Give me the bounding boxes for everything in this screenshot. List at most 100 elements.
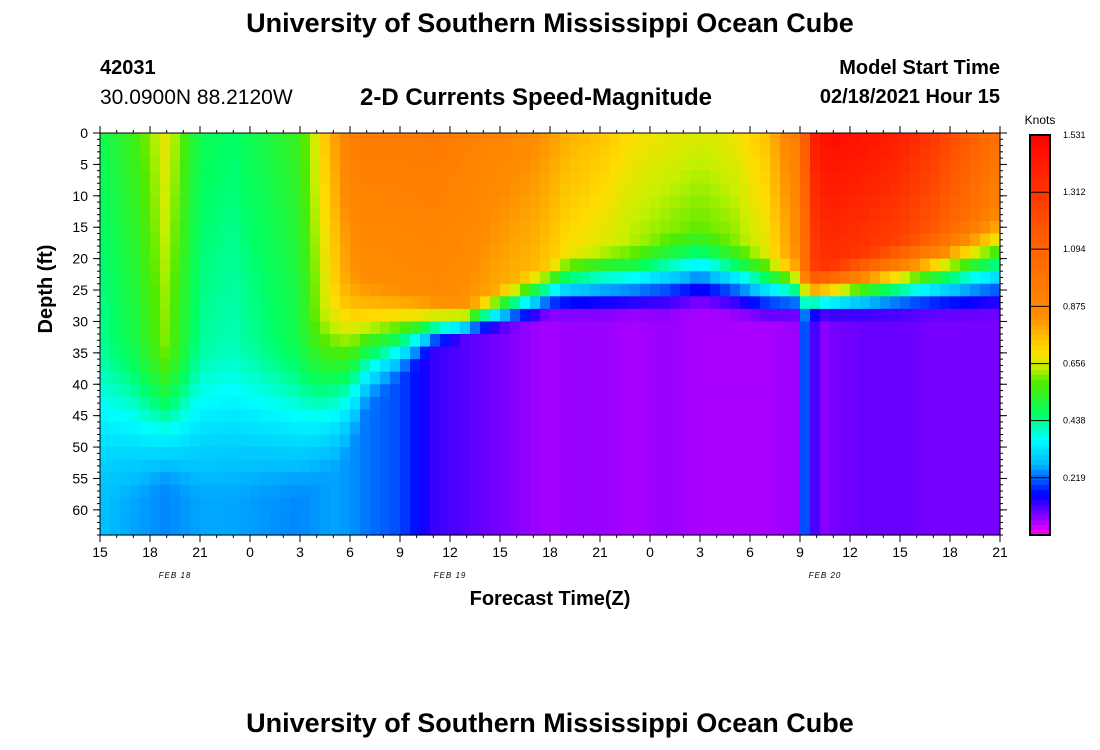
heatmap-cell (800, 283, 811, 297)
heatmap-cell (250, 346, 261, 360)
heatmap-cell (140, 509, 151, 524)
heatmap-cell (410, 384, 421, 398)
heatmap-cell (330, 447, 341, 461)
colorbar-segment (1030, 310, 1050, 316)
heatmap-cell (690, 371, 701, 385)
colorbar-segment (1030, 265, 1050, 271)
heatmap-cell (770, 434, 781, 448)
heatmap-cell (360, 170, 371, 184)
heatmap-cell (540, 472, 551, 486)
heatmap-cell (630, 346, 641, 360)
heatmap-cell (950, 296, 961, 310)
heatmap-cell (350, 484, 361, 498)
heatmap-cell (450, 296, 461, 310)
heatmap-cell (320, 220, 331, 235)
heatmap-cell (590, 472, 601, 486)
heatmap-cell (400, 145, 411, 159)
heatmap-cell (500, 396, 511, 410)
heatmap-cell (930, 271, 941, 285)
heatmap-cell (120, 459, 131, 473)
colorbar-segment (1030, 190, 1050, 196)
heatmap-cell (600, 145, 611, 159)
heatmap-cell (430, 409, 441, 423)
heatmap-cell (500, 220, 511, 235)
heatmap-cell (840, 497, 851, 511)
heatmap-cell (210, 509, 221, 524)
heatmap-cell (280, 472, 291, 486)
heatmap-cell (640, 183, 651, 197)
colorbar-segment (1030, 235, 1050, 241)
heatmap-cell (190, 371, 201, 385)
colorbar-segment (1030, 405, 1050, 411)
heatmap-cell (110, 334, 121, 348)
heatmap-cell (900, 334, 911, 348)
heatmap-cell (480, 183, 491, 197)
heatmap-cell (520, 484, 531, 498)
heatmap-cell (820, 484, 831, 498)
heatmap-cell (470, 271, 481, 285)
heatmap-cell (780, 334, 791, 348)
heatmap-cell (340, 158, 351, 172)
heatmap-cell (140, 447, 151, 461)
heatmap-cell (770, 170, 781, 184)
heatmap-cell (920, 371, 931, 385)
heatmap-cell (650, 396, 661, 410)
heatmap-cell (820, 472, 831, 486)
heatmap-cell (610, 170, 621, 184)
x-tick-label: 15 (892, 544, 908, 560)
heatmap-cell (990, 183, 1001, 197)
heatmap-cell (970, 472, 981, 486)
heatmap-cell (940, 371, 951, 385)
heatmap-cell (440, 170, 451, 184)
heatmap-cell (590, 359, 601, 373)
heatmap-cell (810, 509, 821, 524)
heatmap-cell (440, 522, 451, 536)
heatmap-cell (980, 409, 991, 423)
heatmap-cell (170, 183, 181, 197)
heatmap-cell (800, 421, 811, 436)
heatmap-cell (230, 434, 241, 448)
heatmap-cell (170, 283, 181, 297)
heatmap-cell (540, 384, 551, 398)
heatmap-cell (330, 233, 341, 247)
colorbar-segment (1030, 505, 1050, 511)
heatmap-cell (480, 396, 491, 410)
heatmap-cell (470, 258, 481, 272)
heatmap-cell (640, 133, 651, 147)
heatmap-cell (170, 409, 181, 423)
heatmap-cell (730, 346, 741, 360)
heatmap-cell (940, 195, 951, 209)
heatmap-cell (320, 472, 331, 486)
heatmap-cell (960, 258, 971, 272)
heatmap-cell (180, 472, 191, 486)
heatmap-cell (500, 434, 511, 448)
heatmap-cell (210, 359, 221, 373)
colorbar-segment (1030, 515, 1050, 521)
heatmap-cell (390, 258, 401, 272)
heatmap-cell (480, 246, 491, 260)
heatmap-cell (290, 472, 301, 486)
heatmap-cell (230, 158, 241, 172)
heatmap-cell (840, 170, 851, 184)
heatmap-cell (220, 522, 231, 536)
x-tick-label: 18 (942, 544, 958, 560)
heatmap-cell (340, 321, 351, 335)
heatmap-cell (630, 233, 641, 247)
heatmap-cell (780, 158, 791, 172)
heatmap-cell (440, 233, 451, 247)
colorbar-segment (1030, 400, 1050, 406)
x-tick-label: 15 (492, 544, 508, 560)
heatmap-cell (980, 208, 991, 222)
heatmap-cell (890, 421, 901, 436)
heatmap-cell (590, 133, 601, 147)
heatmap-cell (590, 371, 601, 385)
heatmap-cell (610, 296, 621, 310)
heatmap-cell (610, 434, 621, 448)
heatmap-cell (600, 509, 611, 524)
heatmap-cell (820, 220, 831, 235)
heatmap-cell (510, 133, 521, 147)
heatmap-cell (110, 195, 121, 209)
heatmap-cell (120, 421, 131, 436)
heatmap-cell (470, 145, 481, 159)
heatmap-cell (350, 170, 361, 184)
